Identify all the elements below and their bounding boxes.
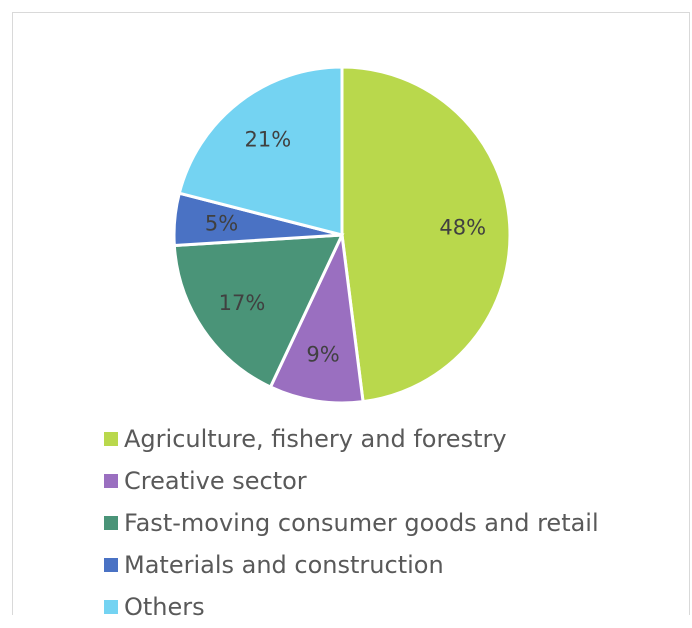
pie-slice-fmcg <box>172 233 345 390</box>
legend-label-materials: Materials and construction <box>124 551 444 579</box>
pie-slice-others <box>177 65 344 237</box>
legend-item-agriculture: Agriculture, fishery and forestry <box>104 418 599 460</box>
data-label-agriculture: 48% <box>439 215 486 239</box>
legend-label-others: Others <box>124 593 205 621</box>
legend-label-fmcg: Fast-moving consumer goods and retail <box>124 509 599 537</box>
chart-frame <box>12 12 690 615</box>
pie-chart: 48% 9% 17% 5% 21% <box>172 65 512 405</box>
legend-label-agriculture: Agriculture, fishery and forestry <box>124 425 507 453</box>
legend-item-others: Others <box>104 586 599 628</box>
legend-swatch-others <box>104 600 118 614</box>
legend-label-creative: Creative sector <box>124 467 307 495</box>
chart-legend: Agriculture, fishery and forestry Creati… <box>104 418 599 628</box>
pie-slice-agriculture <box>340 65 512 404</box>
legend-item-fmcg: Fast-moving consumer goods and retail <box>104 502 599 544</box>
legend-item-creative: Creative sector <box>104 460 599 502</box>
legend-swatch-creative <box>104 474 118 488</box>
data-label-creative: 9% <box>306 342 339 366</box>
legend-swatch-fmcg <box>104 516 118 530</box>
data-label-materials: 5% <box>205 212 238 236</box>
legend-item-materials: Materials and construction <box>104 544 599 586</box>
legend-swatch-materials <box>104 558 118 572</box>
data-label-others: 21% <box>245 127 292 151</box>
legend-swatch-agriculture <box>104 432 118 446</box>
pie-slice-creative <box>268 229 365 405</box>
data-label-fmcg: 17% <box>219 291 266 315</box>
